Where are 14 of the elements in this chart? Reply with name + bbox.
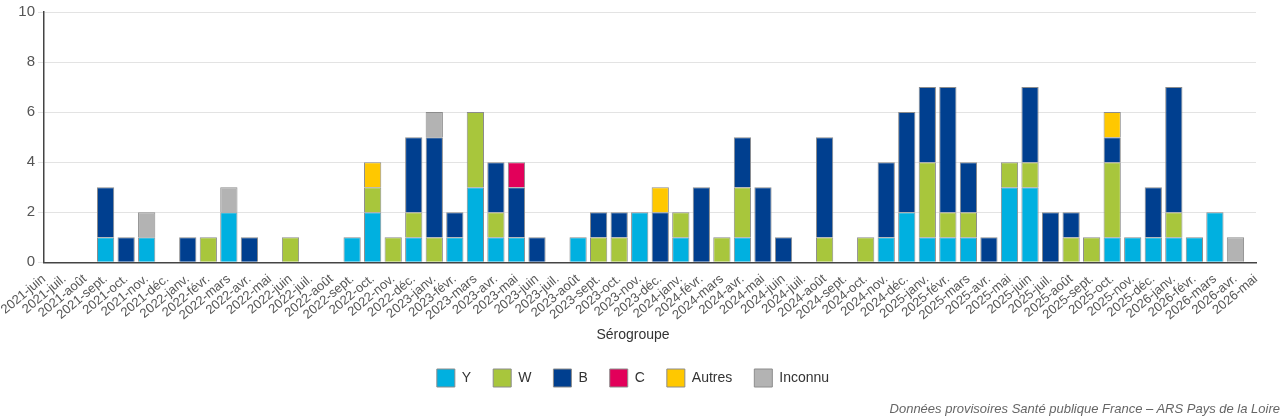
y-tick-label: 8: [26, 52, 35, 70]
y-tick-label: 10: [18, 2, 35, 20]
legend-title: Sérogroupe: [596, 326, 670, 343]
legend-label: B: [578, 368, 588, 385]
y-tick-label: 0: [26, 252, 35, 270]
y-tick-label: 4: [26, 152, 35, 170]
text: Données provisoires Santé publique France – ARS Pays de la Loire: [889, 401, 1280, 417]
legend-label: Inconnu: [779, 368, 830, 385]
y-tick-label: 2: [26, 202, 35, 220]
legend-label: W: [518, 368, 533, 385]
legend-label: Autres: [691, 368, 733, 385]
y-tick-label: 6: [26, 102, 35, 120]
legend-label: C: [634, 368, 645, 385]
legend-label: Y: [461, 368, 472, 385]
